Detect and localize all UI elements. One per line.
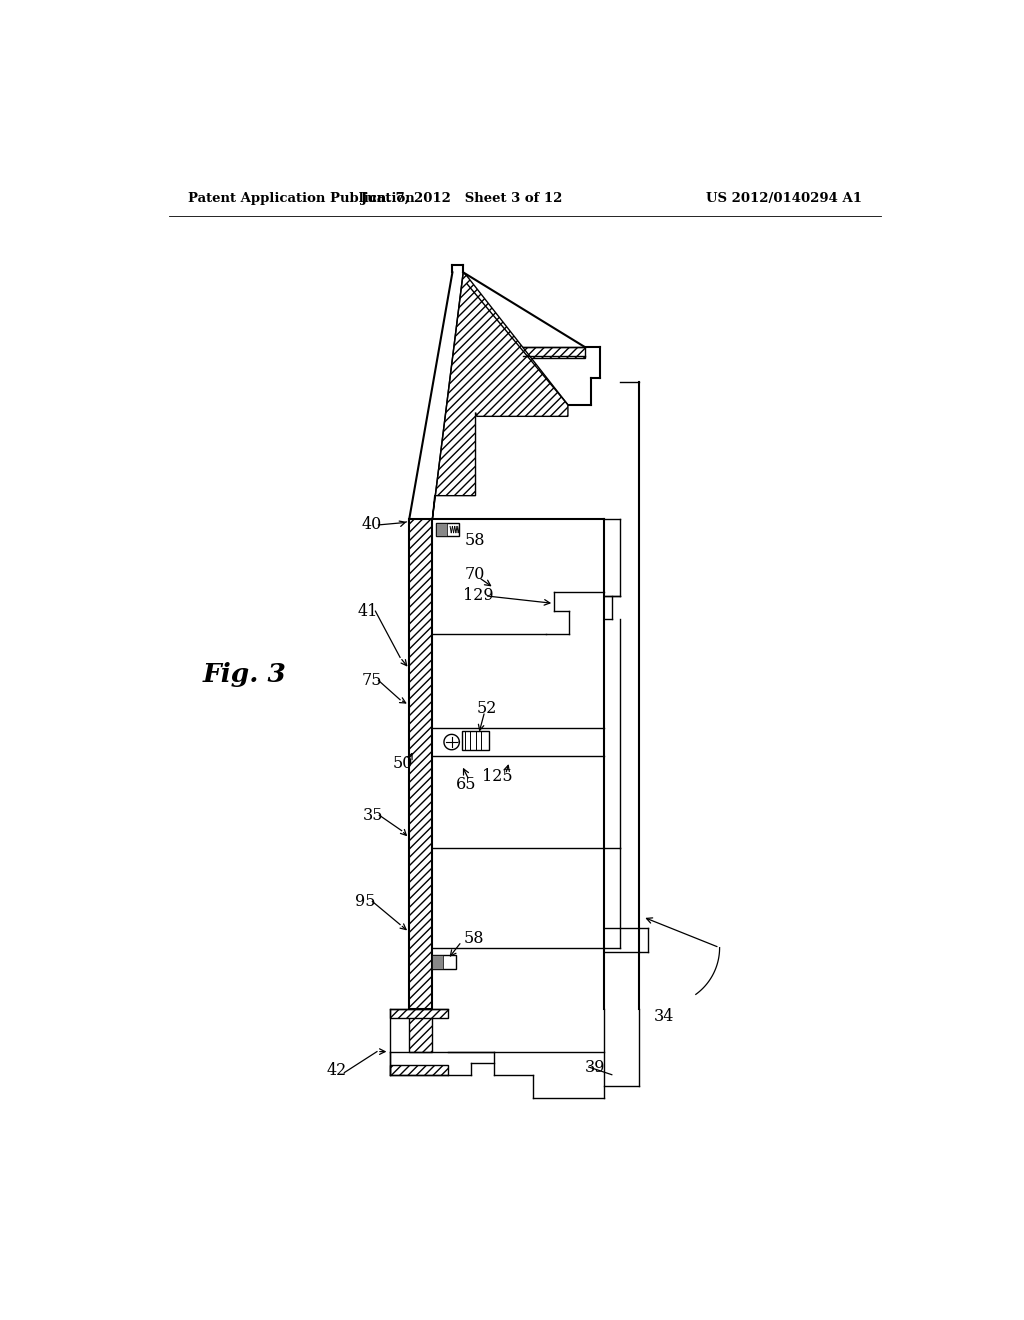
Text: 39: 39	[585, 1059, 605, 1076]
Text: 58: 58	[465, 532, 485, 549]
Bar	[436, 523, 447, 536]
Text: 95: 95	[355, 892, 376, 909]
Text: 34: 34	[654, 1008, 675, 1026]
Polygon shape	[410, 519, 432, 1010]
Text: US 2012/0140294 A1: US 2012/0140294 A1	[707, 191, 862, 205]
Text: Patent Application Publication: Patent Application Publication	[188, 191, 415, 205]
Text: 75: 75	[361, 672, 382, 689]
Text: 52: 52	[477, 701, 498, 718]
Text: 40: 40	[361, 516, 382, 533]
Polygon shape	[390, 1065, 447, 1074]
Bar	[432, 956, 443, 969]
Text: 42: 42	[327, 1063, 347, 1080]
Text: Jun. 7, 2012   Sheet 3 of 12: Jun. 7, 2012 Sheet 3 of 12	[361, 191, 562, 205]
Bar	[436, 523, 460, 536]
Text: 35: 35	[364, 807, 384, 824]
Text: 125: 125	[482, 768, 513, 785]
Polygon shape	[432, 272, 568, 519]
Bar	[432, 956, 456, 969]
Polygon shape	[410, 1010, 432, 1052]
Text: 58: 58	[463, 929, 483, 946]
Polygon shape	[390, 1010, 447, 1019]
Bar	[462, 730, 488, 750]
Text: Fig. 3: Fig. 3	[203, 661, 287, 686]
Text: 50: 50	[392, 755, 413, 772]
Text: 65: 65	[456, 776, 476, 793]
Text: 70: 70	[465, 566, 485, 582]
Polygon shape	[462, 347, 585, 358]
Text: 129: 129	[463, 587, 494, 605]
Text: 41: 41	[357, 603, 378, 619]
